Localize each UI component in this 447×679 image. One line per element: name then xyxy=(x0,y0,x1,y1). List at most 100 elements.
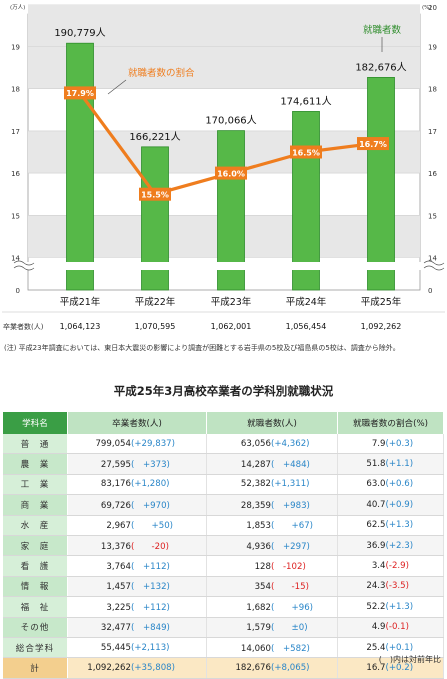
right-axis-unit: (%) xyxy=(422,5,432,11)
graduates-change: (+35,808) xyxy=(131,662,175,673)
graduates-cell: 1,457( +132) xyxy=(67,576,207,598)
table-row: 家 庭 13,376( -20) 4,936( +297) 36.9(+2.3) xyxy=(3,535,444,557)
graduates-cell: 69,726( +970) xyxy=(67,494,207,516)
rate-change: (+0.6) xyxy=(385,479,414,490)
employed-cell: 4,936( +297) xyxy=(206,535,338,557)
graduates-cell: 13,376( -20) xyxy=(67,535,207,557)
employed-change: ( ±0) xyxy=(271,623,308,634)
rate-cell: 36.9(+2.3) xyxy=(337,535,444,557)
graduates-cell: 1,092,262(+35,808) xyxy=(67,657,207,679)
graduates-value: 1,457 xyxy=(106,582,131,593)
employed-cell: 182,676(+8,065) xyxy=(206,657,338,679)
dept-name: 家 庭 xyxy=(20,541,50,552)
table-header-row: 学科名 卒業者数(人) 就職者数(人) 就職者数の割合(%) xyxy=(3,412,444,434)
x-category-label: 平成22年 xyxy=(135,296,176,308)
dept-cell: 普 通 xyxy=(3,434,68,455)
bar-employed xyxy=(292,111,320,291)
rate-value: 3.4 xyxy=(371,561,386,572)
graduates-change: (+2,113) xyxy=(131,642,170,653)
rate-value: 40.7 xyxy=(366,499,386,510)
employed-change: ( +67) xyxy=(271,521,314,532)
employed-change: ( +484) xyxy=(271,460,310,471)
rate-cell: 4.9(-0.1) xyxy=(337,617,444,638)
rate-cell: 24.3(-3.5) xyxy=(337,576,444,598)
table-row: 商 業 69,726( +970) 28,359( +983) 40.7(+0.9) xyxy=(3,494,444,516)
employed-value: 354 xyxy=(254,582,271,593)
dept-name: 福 祉 xyxy=(20,602,50,613)
left-tick-label: 19 xyxy=(11,44,20,52)
dept-cell: 農 業 xyxy=(3,453,68,475)
graduates-change: ( +50) xyxy=(131,521,174,532)
bar-value-label: 166,221人 xyxy=(129,131,180,143)
dept-name: その他 xyxy=(20,623,50,634)
rate-point-label: 15.5% xyxy=(141,191,169,200)
employment-table: 学科名 卒業者数(人) 就職者数(人) 就職者数の割合(%) 普 通 799,05… xyxy=(3,412,444,679)
rate-point-box xyxy=(215,166,247,180)
right-tick-label: 14 xyxy=(428,255,437,263)
left-tick-label: 15 xyxy=(11,212,20,220)
employed-cell: 354( -15) xyxy=(206,576,338,598)
table-row: 福 祉 3,225( +112) 1,682( +96) 52.2(+1.3) xyxy=(3,596,444,618)
rate-change: (+0.1) xyxy=(385,642,414,653)
employed-cell: 28,359( +983) xyxy=(206,494,338,516)
graduates-change: (+1,280) xyxy=(131,479,170,490)
rate-point-box xyxy=(290,145,322,159)
rate-value: 4.9 xyxy=(371,622,386,633)
header-rate: 就職者数の割合(%) xyxy=(337,412,444,434)
employment-chart: 19 18 17 16 15 14 0 20 19 18 17 16 15 14 0 (万人) (%) 190,7… xyxy=(2,4,445,331)
employed-value: 4,936 xyxy=(246,541,271,552)
left-tick-label: 16 xyxy=(11,170,20,178)
employed-cell: 1,682( +96) xyxy=(206,596,338,618)
bar-employed xyxy=(367,77,395,291)
graduates-value: 1,092,262 xyxy=(361,322,402,331)
rate-value: 24.3 xyxy=(366,581,386,592)
x-category-label: 平成24年 xyxy=(286,296,327,308)
left-tick-label: 17 xyxy=(11,128,20,136)
table-title: 平成25年3月高校卒業者の学科別就職状況 xyxy=(113,384,334,398)
chart-note: (注) 平成23年調査においては、東日本大震災の影響により調査が困難とする岩手県… xyxy=(4,344,400,352)
employed-change: ( +582) xyxy=(271,643,310,654)
right-tick-label: 20 xyxy=(428,4,437,12)
axis-break-mark-left xyxy=(13,265,35,271)
header-dept: 学科名 xyxy=(3,412,68,434)
graduates-value: 3,764 xyxy=(106,562,131,573)
dept-cell: 情 報 xyxy=(3,576,68,598)
plot-band xyxy=(28,4,420,47)
table-footnote: ( )内は対前年比 xyxy=(378,655,441,664)
header-employed: 就職者数(人) xyxy=(206,412,338,434)
table-row: 農 業 27,595( +373) 14,287( +484) 51.8(+1.1) xyxy=(3,453,444,475)
legend-rate-pointer xyxy=(107,79,127,95)
axis-break-mark-left xyxy=(13,260,35,266)
employed-change: ( +983) xyxy=(271,500,310,511)
dept-name: 看 護 xyxy=(20,562,50,573)
rate-point-box xyxy=(139,187,171,201)
legend-rate-label: 就職者数の割合 xyxy=(128,67,195,79)
dept-name: 商 業 xyxy=(20,500,50,511)
employed-value: 128 xyxy=(254,562,271,573)
employed-change: ( +96) xyxy=(271,602,314,613)
rate-change: (+1.3) xyxy=(385,601,414,612)
bar-value-label: 174,611人 xyxy=(280,95,331,107)
left-tick-label: 0 xyxy=(16,287,20,295)
left-tick-label: 18 xyxy=(11,86,20,94)
employed-cell: 128( -102) xyxy=(206,555,338,577)
rate-point-box xyxy=(357,137,389,151)
dept-cell: 看 護 xyxy=(3,555,68,577)
rate-point-label: 17.9% xyxy=(66,89,94,98)
graduates-change: ( +112) xyxy=(131,602,170,613)
rate-value: 25.4 xyxy=(366,642,386,653)
employed-change: ( +297) xyxy=(271,541,310,552)
bar-employed xyxy=(66,42,94,291)
x-category-label: 平成25年 xyxy=(361,296,402,308)
dept-cell: 商 業 xyxy=(3,494,68,516)
graduates-value: 1,056,454 xyxy=(286,322,327,331)
employed-cell: 14,060( +582) xyxy=(206,637,338,659)
employed-value: 28,359 xyxy=(240,500,271,511)
graduates-value: 55,445 xyxy=(100,642,131,653)
table-row: 普 通 799,054(+29,837) 63,056(+4,362) 7.9(+0.… xyxy=(3,434,444,455)
table-row: 水 産 2,967( +50) 1,853( +67) 62.5(+1.3) xyxy=(3,515,444,536)
graduates-value: 2,967 xyxy=(106,521,131,532)
employed-change: (+8,065) xyxy=(271,662,310,673)
right-tick-label: 15 xyxy=(428,212,437,220)
rate-change: (+0.3) xyxy=(385,438,414,449)
